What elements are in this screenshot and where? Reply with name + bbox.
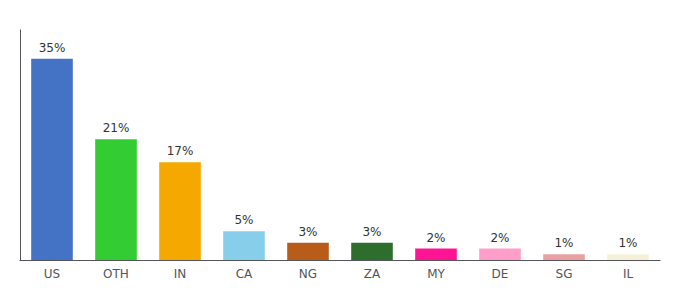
svg-text:IL: IL bbox=[623, 267, 634, 281]
svg-text:US: US bbox=[44, 267, 60, 281]
svg-text:OTH: OTH bbox=[103, 267, 129, 281]
svg-text:1%: 1% bbox=[554, 236, 573, 250]
svg-text:ZA: ZA bbox=[364, 267, 381, 281]
svg-text:35%: 35% bbox=[39, 41, 66, 55]
svg-text:5%: 5% bbox=[234, 213, 253, 227]
svg-text:MY: MY bbox=[427, 267, 445, 281]
svg-text:SG: SG bbox=[556, 267, 573, 281]
svg-text:17%: 17% bbox=[167, 144, 194, 158]
svg-text:3%: 3% bbox=[362, 225, 381, 239]
svg-text:2%: 2% bbox=[426, 231, 445, 245]
svg-text:DE: DE bbox=[492, 267, 509, 281]
svg-text:NG: NG bbox=[299, 267, 317, 281]
svg-text:IN: IN bbox=[174, 267, 187, 281]
svg-text:1%: 1% bbox=[618, 236, 637, 250]
svg-text:3%: 3% bbox=[298, 225, 317, 239]
svg-text:2%: 2% bbox=[490, 231, 509, 245]
svg-text:CA: CA bbox=[236, 267, 253, 281]
svg-text:21%: 21% bbox=[103, 121, 130, 135]
